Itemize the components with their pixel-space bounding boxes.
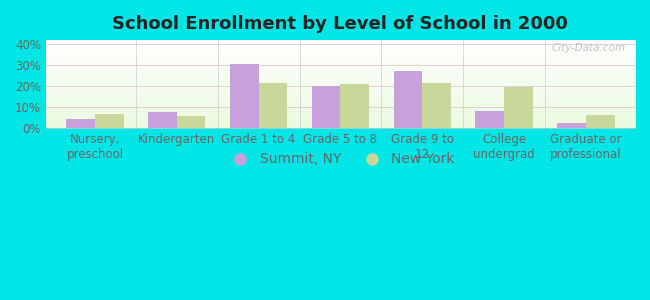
Bar (312, 86, 341, 128)
Bar (422, 83, 451, 128)
Bar (475, 111, 504, 128)
Bar (66, 118, 95, 128)
Bar (394, 71, 422, 128)
Bar (148, 112, 177, 128)
Bar (95, 114, 124, 128)
Bar (259, 83, 287, 128)
Bar (586, 116, 614, 128)
Title: School Enrollment by Level of School in 2000: School Enrollment by Level of School in … (112, 15, 568, 33)
Bar (504, 87, 533, 128)
Bar (230, 64, 259, 128)
Legend: Summit, NY, New York: Summit, NY, New York (221, 147, 460, 172)
Bar (341, 84, 369, 128)
Text: City-Data.com: City-Data.com (552, 43, 626, 53)
Bar (557, 123, 586, 128)
Bar (177, 116, 205, 128)
